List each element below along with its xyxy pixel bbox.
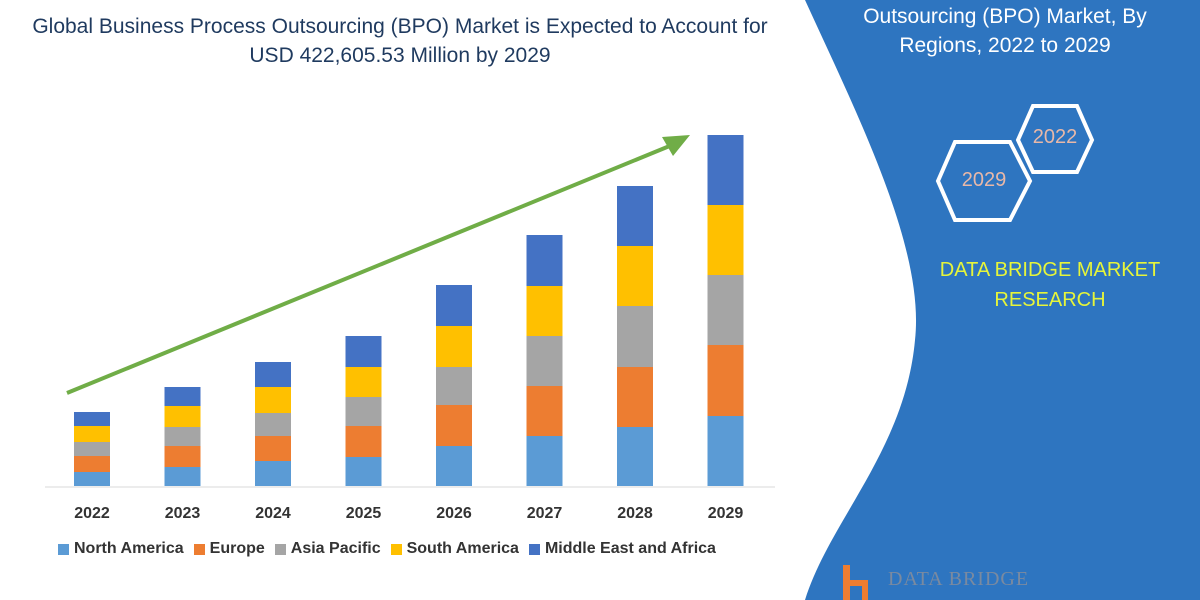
bar-2024-south-america bbox=[255, 387, 291, 413]
bar-2026-asia-pacific bbox=[436, 367, 472, 405]
bar-2025-north-america bbox=[345, 457, 382, 486]
legend-label: Europe bbox=[209, 540, 265, 557]
bar-2024-north-america bbox=[255, 461, 291, 486]
legend-item: South America bbox=[390, 540, 519, 558]
legend: North America Europe Asia Pacific South Ame… bbox=[58, 540, 716, 558]
side-panel bbox=[805, 0, 1200, 600]
bar-2028-middle-east-and-africa bbox=[617, 186, 653, 246]
bar-2028-asia-pacific bbox=[617, 306, 653, 367]
bar-2027-south-america bbox=[526, 286, 563, 336]
legend-swatch bbox=[390, 543, 402, 555]
legend-item: Europe bbox=[193, 540, 265, 558]
bar-2029-asia-pacific bbox=[707, 275, 744, 345]
bar-2029-middle-east-and-africa bbox=[707, 135, 744, 205]
bar-2027-north-america bbox=[526, 436, 563, 486]
bar-2029-europe bbox=[707, 345, 744, 416]
bar-2026-europe bbox=[436, 405, 472, 446]
x-tick-labels: 2022 2023 2024 2025 2026 2027 2028 2029 bbox=[74, 505, 743, 522]
bar-2025-europe bbox=[345, 426, 382, 457]
bar-2024-middle-east-and-africa bbox=[255, 362, 291, 387]
bar-2024-asia-pacific bbox=[255, 413, 291, 436]
bar-2026-middle-east-and-africa bbox=[436, 285, 472, 326]
page-title: Global Business Process Outsourcing (BPO… bbox=[32, 15, 768, 67]
legend-label: Asia Pacific bbox=[290, 540, 381, 557]
bars bbox=[74, 135, 744, 486]
legend-item: Middle East and Africa bbox=[528, 540, 716, 558]
x-tick-label: 2027 bbox=[527, 505, 563, 522]
bar-2025-asia-pacific bbox=[345, 397, 382, 426]
bar-2023-middle-east-and-africa bbox=[164, 387, 201, 406]
x-tick-label: 2028 bbox=[617, 505, 653, 522]
bar-2023-asia-pacific bbox=[164, 427, 201, 446]
bar-2026-south-america bbox=[436, 326, 472, 367]
legend-item: Asia Pacific bbox=[274, 540, 381, 558]
bar-2025-middle-east-and-africa bbox=[345, 336, 382, 367]
logo-icon bbox=[843, 565, 868, 600]
bar-2022-europe bbox=[74, 456, 110, 472]
hex-label-2029: 2029 bbox=[961, 169, 1007, 191]
brand-text: DATA BRIDGE MARKET RESEARCH bbox=[939, 259, 1161, 311]
hex-label-2022: 2022 bbox=[1032, 126, 1078, 148]
legend-label: South America bbox=[406, 540, 519, 557]
legend-label: North America bbox=[74, 540, 184, 557]
bar-2027-asia-pacific bbox=[526, 336, 563, 386]
bar-2023-south-america bbox=[164, 406, 201, 427]
x-tick-label: 2022 bbox=[74, 505, 110, 522]
bar-2026-north-america bbox=[436, 446, 472, 486]
bar-2027-europe bbox=[526, 386, 563, 436]
bar-2027-middle-east-and-africa bbox=[526, 235, 563, 286]
bar-2024-europe bbox=[255, 436, 291, 461]
legend-swatch bbox=[193, 543, 205, 555]
x-tick-label: 2029 bbox=[708, 505, 744, 522]
bar-2028-south-america bbox=[617, 246, 653, 306]
legend-swatch bbox=[58, 543, 69, 555]
bar-2028-north-america bbox=[617, 427, 653, 486]
bar-2022-middle-east-and-africa bbox=[74, 412, 110, 426]
legend-swatch bbox=[274, 543, 286, 555]
bar-2029-south-america bbox=[707, 205, 744, 275]
x-tick-label: 2024 bbox=[255, 505, 291, 522]
bar-2029-north-america bbox=[707, 416, 744, 486]
bar-2028-europe bbox=[617, 367, 653, 427]
legend-swatch bbox=[528, 543, 540, 555]
trend-arrow bbox=[66, 135, 690, 395]
x-tick-label: 2026 bbox=[436, 505, 472, 522]
hexagon-2029 bbox=[935, 140, 1033, 222]
bar-2025-south-america bbox=[345, 367, 382, 397]
bar-2023-north-america bbox=[164, 467, 201, 486]
bar-2022-south-america bbox=[74, 426, 110, 442]
bar-2023-europe bbox=[164, 446, 201, 467]
side-panel-title: Outsourcing (BPO) Market, By Regions, 20… bbox=[863, 5, 1147, 57]
legend-label: Middle East and Africa bbox=[544, 540, 716, 557]
bar-2022-asia-pacific bbox=[74, 442, 110, 456]
legend-item: North America bbox=[58, 540, 184, 558]
bar-2022-north-america bbox=[74, 472, 110, 486]
x-tick-label: 2023 bbox=[165, 505, 201, 522]
logo-text: DATA BRIDGE bbox=[888, 568, 1030, 590]
x-tick-label: 2025 bbox=[346, 505, 382, 522]
hexagon-2022 bbox=[1015, 104, 1095, 174]
